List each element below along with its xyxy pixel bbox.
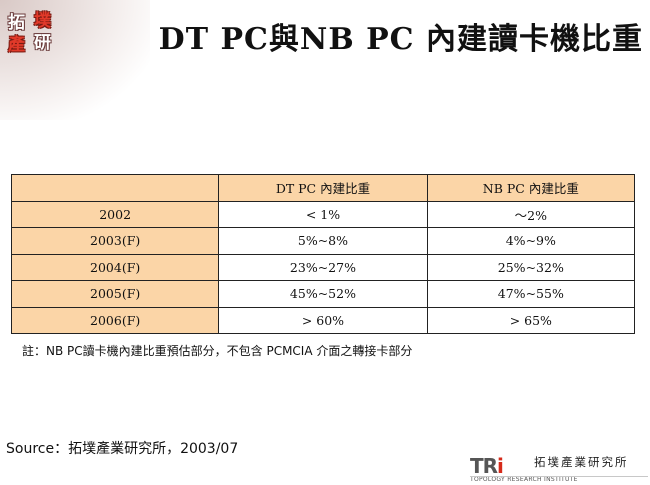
- row-label: 2002: [10, 200, 220, 228]
- table-row: 2006(F) > 60% > 65%: [10, 306, 636, 334]
- nb-value: 25%~32%: [426, 253, 636, 281]
- table-header-row: DT PC 內建比重 NB PC 內建比重: [10, 174, 636, 202]
- tri-logo-tr: TR: [470, 454, 498, 478]
- row-label: 2005(F): [10, 280, 220, 308]
- nb-value: 47%~55%: [426, 280, 636, 308]
- row-label: 2004(F): [10, 253, 220, 281]
- decorative-corner-background: [0, 0, 150, 120]
- table-footnote: 註：NB PC讀卡機內建比重預估部分，不包含 PCMCIA 介面之轉接卡部分: [22, 344, 413, 358]
- source-citation: Source：拓墣產業研究所，2003/07: [6, 441, 239, 457]
- card-reader-ratio-table: DT PC 內建比重 NB PC 內建比重 2002 < 1% ～2% 2003…: [10, 174, 636, 334]
- institute-logo: 拓 墣 產 研: [6, 6, 66, 55]
- logo-char-3: 產: [8, 35, 25, 55]
- tri-logo-chinese-name: 拓墣產業研究所: [534, 455, 629, 469]
- dt-value: 45%~52%: [218, 280, 428, 308]
- tri-logo-i: i: [497, 454, 504, 478]
- table-row: 2005(F) 45%~52% 47%~55%: [10, 280, 636, 308]
- footer-divider: [470, 476, 648, 477]
- table-header-empty: [10, 174, 220, 202]
- nb-value: 4%~9%: [426, 227, 636, 255]
- table-header-dt: DT PC 內建比重: [218, 174, 428, 202]
- row-label: 2006(F): [10, 306, 220, 334]
- logo-char-4: 研: [34, 33, 51, 53]
- dt-value: < 1%: [218, 200, 428, 228]
- dt-value: > 60%: [218, 306, 428, 334]
- row-label: 2003(F): [10, 227, 220, 255]
- tri-logo-english-name: TOPOLOGY RESEARCH INSTITUTE: [470, 476, 578, 483]
- table-row: 2004(F) 23%~27% 25%~32%: [10, 253, 636, 281]
- table-row: 2003(F) 5%~8% 4%~9%: [10, 227, 636, 255]
- table-header-nb: NB PC 內建比重: [426, 174, 636, 202]
- dt-value: 23%~27%: [218, 253, 428, 281]
- logo-char-1: 拓: [8, 13, 25, 33]
- dt-value: 5%~8%: [218, 227, 428, 255]
- logo-char-2: 墣: [34, 11, 51, 31]
- tri-logo-mark: TRi: [470, 454, 504, 478]
- tri-footer-logo: TRi 拓墣產業研究所 TOPOLOGY RESEARCH INSTITUTE: [470, 454, 640, 483]
- table-row: 2002 < 1% ～2%: [10, 200, 636, 228]
- nb-value: ～2%: [426, 200, 636, 228]
- nb-value: > 65%: [426, 306, 636, 334]
- slide-title: DT PC與NB PC 內建讀卡機比重: [158, 22, 643, 57]
